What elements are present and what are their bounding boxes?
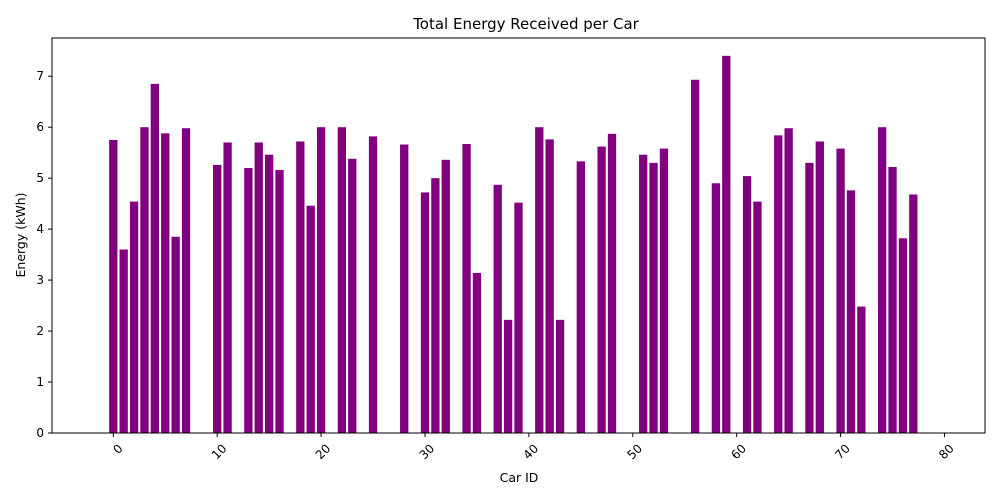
bar-car-7 bbox=[181, 128, 191, 433]
bar-car-59 bbox=[722, 55, 731, 434]
bar-car-14 bbox=[254, 142, 263, 434]
bar-car-18 bbox=[296, 141, 305, 433]
bar-car-62 bbox=[753, 201, 762, 433]
bar-car-76 bbox=[898, 238, 908, 433]
bar-car-77 bbox=[909, 194, 918, 433]
bar-car-48 bbox=[607, 133, 617, 433]
bar-car-0 bbox=[109, 139, 118, 433]
chart-title: Total Energy Received per Car bbox=[412, 15, 639, 33]
axes-frame bbox=[51, 37, 986, 434]
bar-car-20 bbox=[316, 127, 326, 433]
bar-car-74 bbox=[877, 127, 887, 433]
bar-car-47 bbox=[597, 146, 606, 433]
bar-car-13 bbox=[244, 167, 253, 433]
bar-car-38 bbox=[503, 319, 513, 433]
y-tick-label: 6 bbox=[36, 120, 44, 134]
bar-car-30 bbox=[420, 192, 430, 433]
bar-car-1 bbox=[119, 249, 128, 433]
bar-car-61 bbox=[742, 176, 752, 433]
bar-car-5 bbox=[161, 133, 170, 433]
bar-car-32 bbox=[441, 159, 450, 433]
bar-car-43 bbox=[555, 319, 565, 433]
bar-car-31 bbox=[431, 178, 440, 433]
bar-car-23 bbox=[348, 158, 357, 434]
bar-car-70 bbox=[836, 148, 845, 433]
bar-car-3 bbox=[140, 127, 149, 433]
y-tick-label: 1 bbox=[36, 375, 44, 389]
bar-car-42 bbox=[545, 139, 554, 433]
bar-car-65 bbox=[784, 128, 793, 433]
bar-car-37 bbox=[493, 184, 502, 433]
bar-car-35 bbox=[472, 272, 482, 433]
bar-car-34 bbox=[462, 144, 471, 433]
bar-car-6 bbox=[171, 236, 180, 433]
y-tick-label: 2 bbox=[36, 324, 44, 338]
bar-car-4 bbox=[150, 83, 160, 434]
bar-car-15 bbox=[264, 154, 274, 433]
bar-car-53 bbox=[659, 148, 669, 433]
bar-car-28 bbox=[400, 144, 409, 433]
bar-car-58 bbox=[711, 183, 721, 433]
y-tick-label: 0 bbox=[36, 426, 44, 440]
bar-car-16 bbox=[275, 170, 284, 433]
bar-car-72 bbox=[857, 306, 866, 433]
y-axis: 0 1 2 3 4 5 6 7 bbox=[36, 69, 52, 440]
y-axis-label: Energy (kWh) bbox=[13, 192, 28, 277]
bar-car-39 bbox=[514, 202, 523, 433]
bar-car-25 bbox=[368, 136, 378, 433]
y-tick-label: 3 bbox=[36, 273, 44, 287]
bar-car-67 bbox=[805, 162, 814, 433]
bar-car-2 bbox=[129, 201, 139, 433]
bar-car-56 bbox=[690, 79, 700, 433]
bar-car-68 bbox=[815, 141, 824, 433]
bar-car-51 bbox=[639, 154, 648, 433]
y-tick-label: 5 bbox=[36, 171, 44, 185]
bars-group bbox=[109, 55, 918, 434]
bar-car-10 bbox=[213, 164, 222, 433]
y-tick-label: 7 bbox=[36, 69, 44, 83]
bar-car-41 bbox=[535, 127, 544, 433]
bar-car-64 bbox=[774, 135, 783, 433]
bar-car-22 bbox=[337, 127, 347, 433]
y-tick-label: 4 bbox=[36, 222, 44, 236]
bar-car-52 bbox=[649, 162, 658, 433]
bar-car-11 bbox=[223, 142, 232, 434]
x-axis-label: Car ID bbox=[500, 470, 539, 485]
bar-car-75 bbox=[888, 166, 897, 433]
bar-car-45 bbox=[576, 161, 585, 433]
bar-car-19 bbox=[306, 205, 315, 433]
bar-car-71 bbox=[846, 190, 856, 433]
